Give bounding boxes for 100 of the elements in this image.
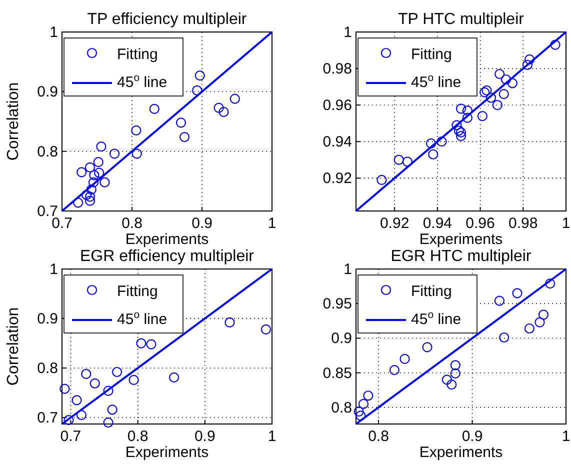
point (94, 168, 104, 178)
point (389, 364, 400, 376)
point (522, 60, 532, 70)
point (100, 177, 110, 188)
x-tick-label: 1 (268, 428, 276, 445)
point (81, 190, 92, 200)
point (354, 406, 364, 417)
point (64, 414, 74, 426)
y-tick-label: 0.85 (322, 364, 352, 382)
chart-title: EGR HTC multipleir (390, 248, 532, 265)
point (363, 390, 374, 401)
x-tick-label: 0.94 (422, 215, 452, 232)
point (477, 110, 488, 122)
y-axis-title: Correlation (5, 82, 22, 161)
y-tick-label: 1 (344, 261, 352, 278)
y-tick-label: 0.98 (322, 60, 352, 78)
point (524, 54, 535, 64)
point (107, 404, 118, 415)
x-tick-label: 0.7 (60, 428, 82, 445)
point (428, 149, 438, 160)
point (86, 184, 96, 195)
chart-title: TP HTC multipleir (398, 11, 525, 28)
x-tick-label: 0.96 (466, 215, 495, 232)
point (93, 157, 104, 168)
point (452, 120, 462, 130)
x-tick-label: 0.9 (194, 428, 216, 445)
point (112, 366, 122, 378)
point (84, 196, 96, 206)
y-tick-label: 0.9 (37, 84, 58, 101)
y-tick-label: 0.9 (331, 330, 352, 348)
point (218, 106, 229, 118)
y-tick-label: 0.94 (322, 134, 352, 151)
point (550, 40, 560, 50)
point (90, 378, 100, 388)
y-tick-label: 0.8 (37, 360, 58, 378)
x-tick-label: 0.8 (368, 428, 389, 445)
y-tick-label: 0.8 (37, 143, 58, 160)
point (96, 142, 106, 152)
point (194, 70, 205, 81)
point (507, 78, 518, 88)
point (192, 85, 202, 96)
point (436, 136, 447, 147)
point (149, 104, 160, 114)
point (446, 380, 457, 390)
point (450, 360, 460, 370)
point (376, 174, 387, 185)
x-tick-label: 1 (268, 215, 276, 232)
point (131, 125, 142, 136)
point (230, 94, 240, 104)
point (88, 177, 99, 188)
point (442, 374, 452, 385)
point (499, 332, 510, 343)
legend-label: Fitting (411, 283, 452, 300)
point (84, 192, 96, 202)
x-tick-label: 0.9 (462, 428, 483, 445)
point (103, 417, 114, 428)
point (534, 317, 545, 328)
point (358, 398, 369, 409)
legend-label: 45$^{o}$ line (117, 72, 168, 91)
point (76, 167, 87, 178)
legend-label: 45$^{o}$ line (411, 72, 462, 91)
y-axis-title: Correlation (5, 307, 22, 386)
x-tick-label: 0.8 (122, 215, 142, 232)
point (400, 354, 410, 364)
point (179, 132, 190, 142)
y-tick-label: 1 (344, 24, 352, 41)
x-tick-label: 1 (562, 215, 570, 232)
x-axis-title: Experiments (419, 444, 503, 461)
point (456, 131, 466, 142)
y-tick-label: 0.9 (37, 310, 58, 328)
point (89, 170, 100, 180)
chart-title: TP efficiency multipleir (87, 11, 248, 28)
point (73, 198, 84, 208)
y-tick-label: 0.95 (322, 296, 352, 313)
point (545, 278, 556, 289)
point (454, 126, 464, 136)
point (462, 112, 472, 123)
point (176, 118, 186, 128)
legend-label: Fitting (117, 46, 158, 63)
x-axis-title: Experiments (419, 231, 503, 248)
point (60, 384, 70, 394)
point (394, 154, 404, 165)
x-tick-label: 0.98 (508, 215, 538, 232)
point (103, 386, 114, 396)
point (72, 395, 82, 406)
point (494, 296, 504, 306)
y-tick-label: 0.96 (322, 97, 352, 114)
point (146, 339, 156, 350)
point (494, 68, 505, 80)
x-tick-label: 0.9 (192, 215, 212, 232)
x-tick-label: 0.8 (127, 428, 148, 445)
point (456, 104, 466, 114)
x-axis-title: Experiments (125, 231, 209, 248)
y-tick-label: 0.92 (322, 170, 352, 188)
point (168, 372, 180, 382)
point (260, 324, 272, 334)
point (500, 74, 512, 85)
y-tick-label: 0.7 (37, 410, 58, 427)
point (109, 148, 120, 159)
y-tick-label: 1 (50, 261, 58, 278)
